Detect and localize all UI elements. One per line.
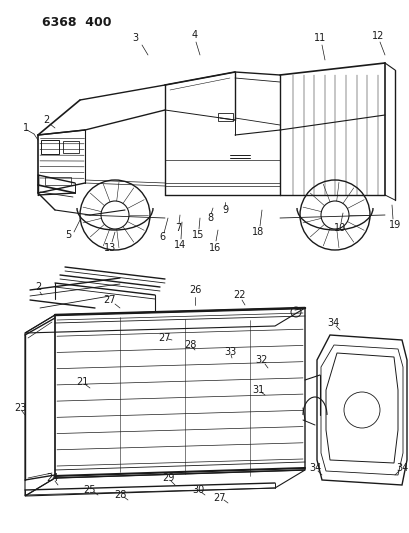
Text: 29: 29 <box>162 473 174 483</box>
Text: 28: 28 <box>183 340 196 350</box>
Text: 10: 10 <box>333 223 345 233</box>
Text: 34: 34 <box>326 318 338 328</box>
Text: 25: 25 <box>83 485 96 495</box>
Text: 23: 23 <box>14 403 26 413</box>
Text: 34: 34 <box>395 463 407 473</box>
Text: 34: 34 <box>308 463 320 473</box>
Text: 1: 1 <box>23 123 29 133</box>
Text: 2: 2 <box>35 282 41 292</box>
Text: 6368  400: 6368 400 <box>42 16 111 29</box>
Text: 26: 26 <box>189 285 201 295</box>
Text: 15: 15 <box>191 230 204 240</box>
Text: 13: 13 <box>103 243 116 253</box>
Text: 5: 5 <box>65 230 71 240</box>
Text: 3: 3 <box>132 33 138 43</box>
Text: 9: 9 <box>221 205 227 215</box>
Text: 24: 24 <box>46 473 58 483</box>
Text: 14: 14 <box>173 240 186 250</box>
Text: 31: 31 <box>251 385 263 395</box>
Text: 27: 27 <box>213 493 226 503</box>
Text: 4: 4 <box>191 30 198 40</box>
Text: 19: 19 <box>388 220 400 230</box>
Text: 21: 21 <box>76 377 88 387</box>
Text: 11: 11 <box>313 33 325 43</box>
Text: 12: 12 <box>371 31 383 41</box>
Text: 8: 8 <box>207 213 213 223</box>
Text: 27: 27 <box>158 333 171 343</box>
Text: 33: 33 <box>223 347 236 357</box>
Text: 22: 22 <box>233 290 246 300</box>
Text: 18: 18 <box>251 227 263 237</box>
Text: 16: 16 <box>208 243 220 253</box>
Text: 28: 28 <box>114 490 126 500</box>
Text: 7: 7 <box>175 223 181 233</box>
Text: 2: 2 <box>43 115 49 125</box>
Text: 6: 6 <box>159 232 165 242</box>
Text: 32: 32 <box>255 355 267 365</box>
Text: 30: 30 <box>191 485 204 495</box>
Text: 27: 27 <box>103 295 116 305</box>
